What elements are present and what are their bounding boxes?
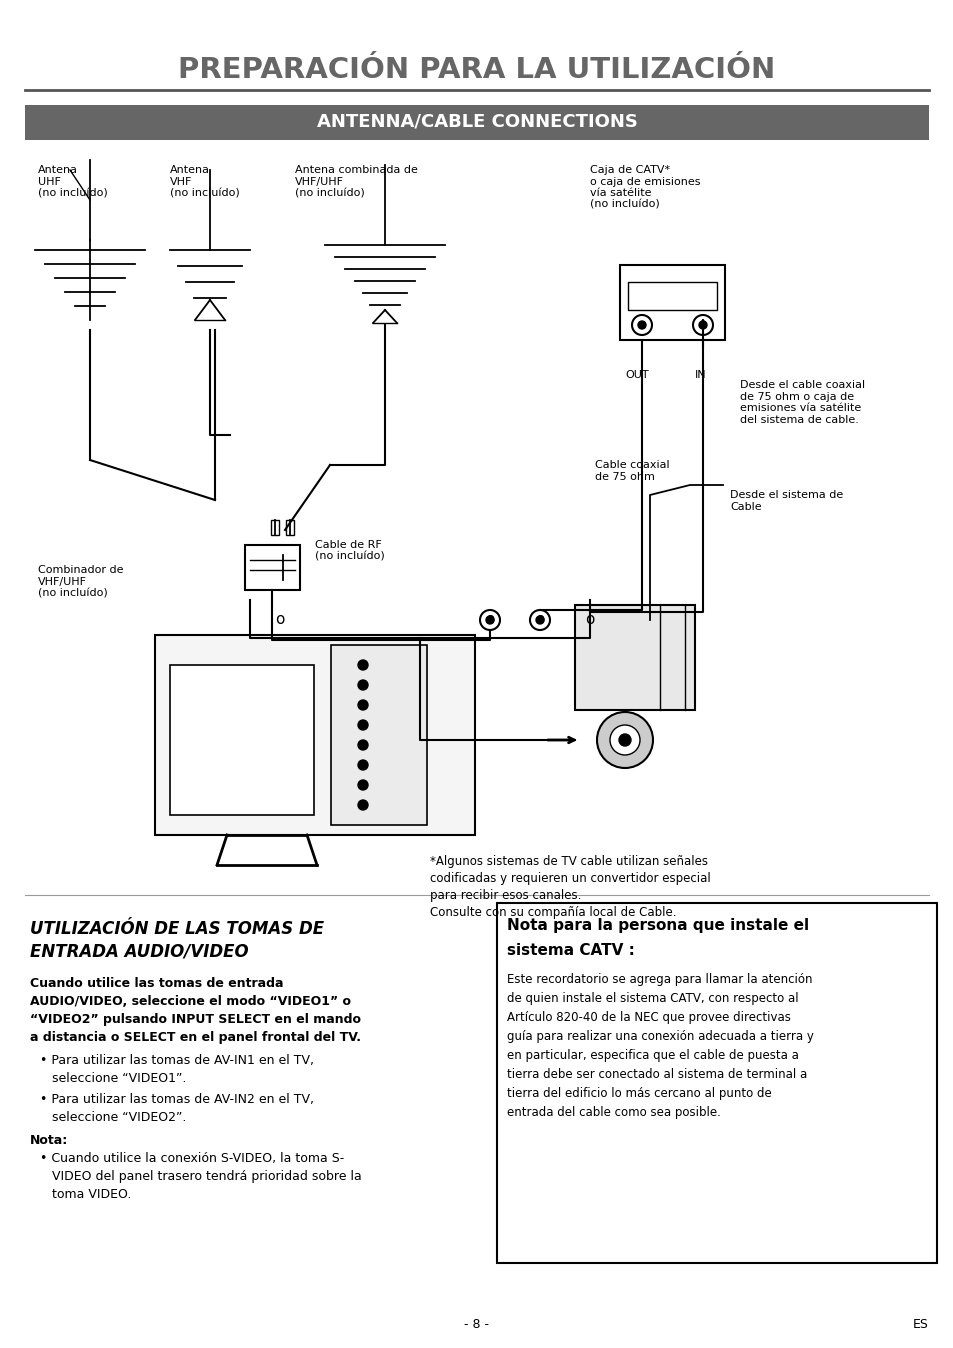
- Circle shape: [357, 740, 368, 749]
- Text: - 8 -: - 8 -: [464, 1318, 489, 1332]
- Text: • Para utilizar las tomas de AV-IN2 en el TV,: • Para utilizar las tomas de AV-IN2 en e…: [40, 1093, 314, 1105]
- Circle shape: [597, 712, 652, 768]
- Text: tierra del edificio lo más cercano al punto de: tierra del edificio lo más cercano al pu…: [506, 1086, 771, 1100]
- Text: entrada del cable como sea posible.: entrada del cable como sea posible.: [506, 1105, 720, 1119]
- Text: IN: IN: [695, 369, 706, 380]
- Text: seleccione “VIDEO2”.: seleccione “VIDEO2”.: [40, 1111, 186, 1124]
- Text: o: o: [485, 612, 495, 628]
- Bar: [331, 644, 427, 825]
- Bar: [575, 605, 695, 710]
- Text: sistema CATV :: sistema CATV :: [506, 944, 634, 958]
- Text: Cuando utilice las tomas de entrada: Cuando utilice las tomas de entrada: [30, 977, 283, 989]
- Text: AUDIO/VIDEO, seleccione el modo “VIDEO1” o: AUDIO/VIDEO, seleccione el modo “VIDEO1”…: [30, 995, 351, 1008]
- Text: • Cuando utilice la conexión S-VIDEO, la toma S-: • Cuando utilice la conexión S-VIDEO, la…: [40, 1153, 344, 1165]
- Text: Caja de CATV*
o caja de emisiones
vía satélite
(no incluído): Caja de CATV* o caja de emisiones vía sa…: [589, 164, 700, 210]
- Circle shape: [638, 321, 645, 329]
- Text: VIDEO del panel trasero tendrá prioridad sobre la: VIDEO del panel trasero tendrá prioridad…: [40, 1170, 361, 1184]
- Bar: [627, 282, 717, 310]
- Text: Antena
VHF
(no incluído): Antena VHF (no incluído): [170, 164, 239, 198]
- Circle shape: [357, 661, 368, 670]
- Text: para recibir esos canales.: para recibir esos canales.: [430, 888, 580, 902]
- Text: codificadas y requieren un convertidor especial: codificadas y requieren un convertidor e…: [430, 872, 710, 886]
- Circle shape: [357, 720, 368, 731]
- Text: *Algunos sistemas de TV cable utilizan señales: *Algunos sistemas de TV cable utilizan s…: [430, 855, 707, 868]
- Text: “VIDEO2” pulsando INPUT SELECT en el mando: “VIDEO2” pulsando INPUT SELECT en el man…: [30, 1012, 360, 1026]
- Circle shape: [357, 780, 368, 790]
- Text: PREPARACIÓN PARA LA UTILIZACIÓN: PREPARACIÓN PARA LA UTILIZACIÓN: [178, 57, 775, 84]
- Circle shape: [618, 735, 630, 745]
- Bar: [25, 105, 928, 140]
- Text: Desde el cable coaxial
de 75 ohm o caja de
emisiones vía satélite
del sistema de: Desde el cable coaxial de 75 ohm o caja …: [740, 380, 864, 425]
- Circle shape: [536, 616, 543, 624]
- Circle shape: [357, 700, 368, 710]
- Text: a distancia o SELECT en el panel frontal del TV.: a distancia o SELECT en el panel frontal…: [30, 1031, 360, 1043]
- Circle shape: [357, 679, 368, 690]
- Text: • Para utilizar las tomas de AV-IN1 en el TV,: • Para utilizar las tomas de AV-IN1 en e…: [40, 1054, 314, 1068]
- Text: UTILIZACIÓN DE LAS TOMAS DE: UTILIZACIÓN DE LAS TOMAS DE: [30, 919, 324, 938]
- Text: tierra debe ser conectado al sistema de terminal a: tierra debe ser conectado al sistema de …: [506, 1068, 806, 1081]
- Text: o: o: [535, 612, 544, 628]
- Text: guía para realizar una conexión adecuada a tierra y: guía para realizar una conexión adecuada…: [506, 1030, 813, 1043]
- Bar: [497, 903, 936, 1263]
- Text: Desde el sistema de
Cable: Desde el sistema de Cable: [729, 491, 842, 512]
- Text: Antena
UHF
(no incluído): Antena UHF (no incluído): [38, 164, 108, 198]
- Text: Antena combinada de
VHF/UHF
(no incluído): Antena combinada de VHF/UHF (no incluído…: [294, 164, 417, 198]
- Text: toma VIDEO.: toma VIDEO.: [40, 1188, 132, 1201]
- Text: o: o: [275, 612, 284, 628]
- Text: Cable de RF
(no incluído): Cable de RF (no incluído): [314, 541, 384, 562]
- Text: Cable coaxial
de 75 ohm: Cable coaxial de 75 ohm: [595, 460, 669, 481]
- Bar: [271, 520, 278, 535]
- Text: o: o: [585, 612, 594, 628]
- Bar: [619, 266, 724, 340]
- Text: ANTENNA/CABLE CONNECTIONS: ANTENNA/CABLE CONNECTIONS: [316, 113, 637, 131]
- Text: ES: ES: [912, 1318, 928, 1332]
- Circle shape: [585, 616, 594, 624]
- Circle shape: [485, 616, 494, 624]
- Circle shape: [609, 725, 639, 755]
- Text: seleccione “VIDEO1”.: seleccione “VIDEO1”.: [40, 1072, 186, 1085]
- Text: ENTRADA AUDIO/VIDEO: ENTRADA AUDIO/VIDEO: [30, 942, 249, 960]
- Text: OUT: OUT: [624, 369, 648, 380]
- Text: Nota:: Nota:: [30, 1134, 69, 1147]
- Text: de quien instale el sistema CATV, con respecto al: de quien instale el sistema CATV, con re…: [506, 992, 798, 1006]
- Circle shape: [357, 760, 368, 770]
- Text: en particular, especifica que el cable de puesta a: en particular, especifica que el cable d…: [506, 1049, 798, 1062]
- Bar: [170, 665, 314, 816]
- Circle shape: [357, 799, 368, 810]
- Circle shape: [699, 321, 706, 329]
- Text: Artículo 820-40 de la NEC que provee directivas: Artículo 820-40 de la NEC que provee dir…: [506, 1011, 790, 1024]
- Text: Nota para la persona que instale el: Nota para la persona que instale el: [506, 918, 808, 933]
- Text: Combinador de
VHF/UHF
(no incluído): Combinador de VHF/UHF (no incluído): [38, 565, 123, 599]
- Bar: [286, 520, 294, 535]
- Bar: [245, 545, 299, 590]
- Text: Consulte con su compañía local de Cable.: Consulte con su compañía local de Cable.: [430, 906, 676, 919]
- Text: Este recordatorio se agrega para llamar la atención: Este recordatorio se agrega para llamar …: [506, 973, 812, 985]
- Bar: [154, 635, 475, 834]
